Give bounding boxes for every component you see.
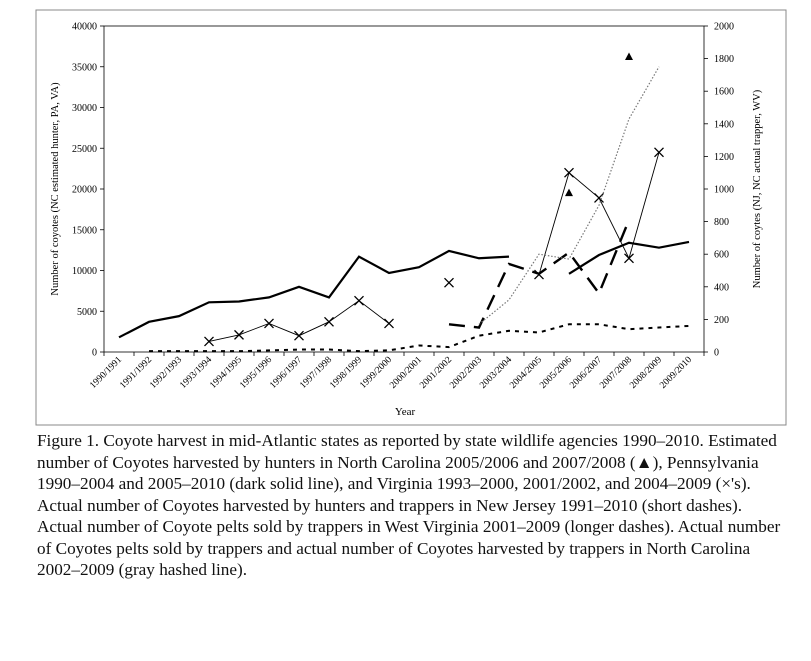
plot-area bbox=[103, 25, 705, 353]
x-marker bbox=[324, 316, 334, 327]
series-wv bbox=[448, 219, 631, 329]
x-tick-label: 2009/2010 bbox=[658, 355, 694, 391]
y2-tick-label: 600 bbox=[714, 250, 729, 261]
y-tick-label: 20000 bbox=[72, 185, 97, 196]
y-tick-label: 35000 bbox=[72, 62, 97, 73]
y2-tick-label: 0 bbox=[714, 348, 719, 359]
series-line bbox=[448, 219, 631, 329]
x-marker bbox=[564, 167, 574, 178]
coyote-harvest-chart: 0500010000150002000025000300003500040000… bbox=[35, 9, 787, 426]
series-nj bbox=[149, 323, 690, 353]
y2-tick-label: 1800 bbox=[714, 54, 734, 65]
series-va bbox=[204, 147, 664, 347]
y2-tick-label: 1400 bbox=[714, 119, 734, 130]
y2-tick-label: 800 bbox=[714, 217, 729, 228]
x-axis-label: Year bbox=[395, 406, 416, 418]
x-marker bbox=[234, 329, 244, 340]
x-marker bbox=[594, 193, 604, 203]
x-marker bbox=[204, 336, 214, 347]
y-tick-label: 15000 bbox=[72, 225, 97, 236]
series-line bbox=[568, 240, 690, 275]
triangle-marker bbox=[565, 188, 573, 197]
y-tick-label: 5000 bbox=[77, 307, 97, 318]
y2-tick-label: 1000 bbox=[714, 185, 734, 196]
x-marker bbox=[384, 318, 394, 329]
x-marker bbox=[264, 318, 274, 329]
x-marker bbox=[444, 277, 454, 288]
y-axis-label: Number of coyotes (NC estimated hunter, … bbox=[50, 82, 61, 296]
y2-tick-label: 400 bbox=[714, 282, 729, 293]
y-tick-label: 0 bbox=[92, 348, 97, 359]
y2-axis-label: Number of coytes (NJ, NC actual trapper,… bbox=[752, 89, 763, 288]
series-line bbox=[149, 323, 690, 353]
y2-tick-label: 1200 bbox=[714, 152, 734, 163]
y2-tick-label: 2000 bbox=[714, 22, 734, 33]
y-tick-label: 40000 bbox=[72, 22, 97, 33]
series-nc-hunter bbox=[565, 52, 633, 197]
x-marker bbox=[624, 253, 634, 264]
y2-tick-label: 1600 bbox=[714, 87, 734, 98]
y2-tick-label: 200 bbox=[714, 315, 729, 326]
series-pa bbox=[118, 240, 690, 339]
chart-border bbox=[35, 9, 787, 426]
y-tick-label: 25000 bbox=[72, 144, 97, 155]
series-line bbox=[118, 249, 510, 339]
y-tick-label: 10000 bbox=[72, 266, 97, 277]
x-marker bbox=[354, 295, 364, 306]
triangle-marker bbox=[625, 52, 633, 60]
x-marker bbox=[294, 330, 304, 341]
y-tick-label: 30000 bbox=[72, 103, 97, 114]
x-marker bbox=[654, 147, 664, 158]
figure-caption: Figure 1. Coyote harvest in mid-Atlantic… bbox=[37, 431, 781, 579]
